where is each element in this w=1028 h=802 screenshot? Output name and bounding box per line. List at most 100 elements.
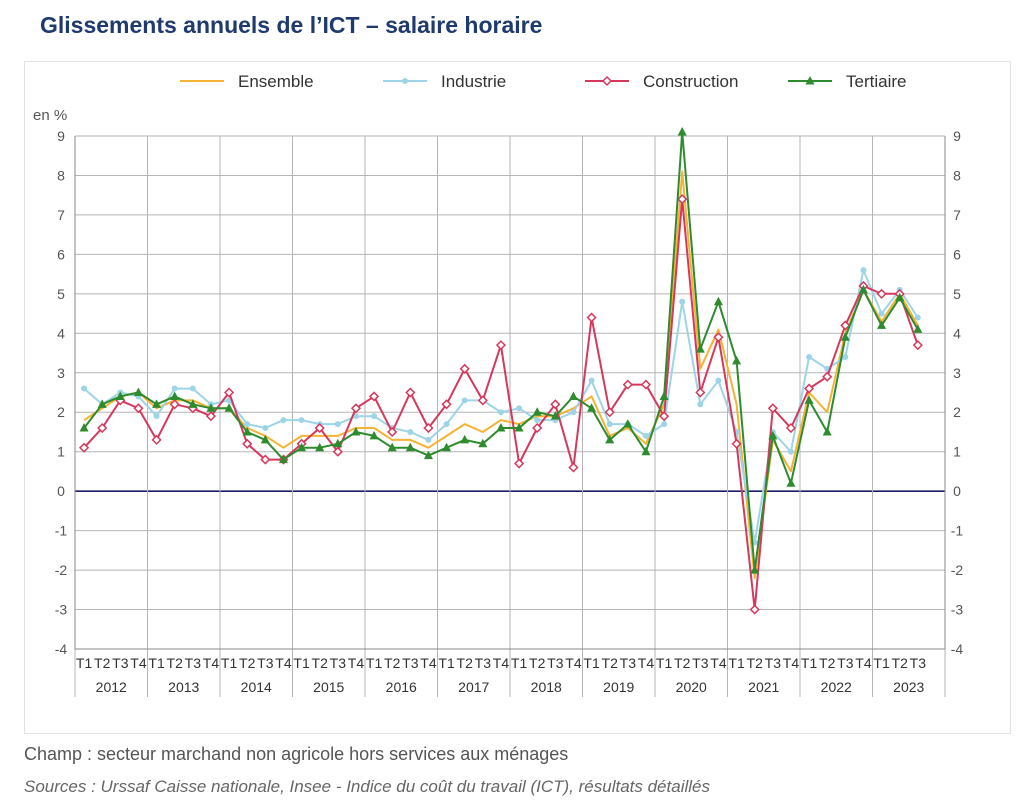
year-label: 2017 — [458, 679, 489, 695]
data-point-industrie — [497, 409, 504, 416]
y-tick-label-right: -3 — [951, 602, 964, 618]
y-tick-label-right: -1 — [951, 523, 964, 539]
y-tick-label-right: 8 — [953, 167, 961, 183]
data-point-construction — [550, 399, 561, 410]
legend-label-industrie: Industrie — [441, 72, 506, 91]
data-point-construction — [405, 387, 416, 398]
data-point-industrie — [697, 401, 704, 408]
x-tick-label: T1 — [221, 655, 238, 671]
y-tick-label-left: -2 — [55, 562, 68, 578]
data-point-industrie — [878, 310, 885, 317]
data-point-tertiaire — [351, 426, 361, 436]
data-point-industrie — [443, 421, 450, 428]
data-point-tertiaire — [405, 442, 415, 452]
data-point-construction — [568, 462, 579, 473]
y-tick-label-left: 5 — [57, 286, 65, 302]
data-point-tertiaire — [750, 565, 760, 574]
data-point-construction — [369, 391, 380, 402]
data-point-construction — [459, 363, 470, 374]
data-point-tertiaire — [188, 399, 198, 408]
data-point-tertiaire — [877, 320, 887, 329]
x-tick-label: T2 — [94, 655, 111, 671]
x-tick-label: T3 — [185, 655, 202, 671]
legend-marker — [601, 75, 613, 87]
x-tick-label: T4 — [130, 655, 147, 671]
x-tick-label: T4 — [565, 655, 582, 671]
x-tick-label: T2 — [892, 655, 909, 671]
year-label: 2014 — [241, 679, 272, 695]
data-point-tertiaire — [677, 127, 687, 136]
data-point-industrie — [371, 413, 378, 420]
data-point-tertiaire — [387, 442, 397, 452]
data-point-tertiaire — [97, 399, 107, 408]
data-point-tertiaire — [206, 403, 216, 412]
year-label: 2019 — [603, 679, 634, 695]
x-tick-label: T3 — [475, 655, 492, 671]
data-point-industrie — [606, 421, 613, 428]
x-tick-label: T3 — [765, 655, 782, 671]
data-point-construction — [604, 407, 615, 418]
data-point-industrie — [642, 432, 649, 439]
page-title: Glissements annuels de l’ICT – salaire h… — [40, 12, 543, 38]
legend-label-ensemble: Ensemble — [238, 72, 314, 91]
x-tick-label: T3 — [910, 655, 927, 671]
year-label: 2015 — [313, 679, 344, 695]
data-point-industrie — [787, 448, 794, 455]
data-point-construction — [441, 399, 452, 410]
line-chart: -4 -4 -3 -3 -2 -2 -1 -1 0 0 1 1 2 2 3 3 4 4 5 5 6 6 7 7 8 8 9 9 en %… — [33, 72, 964, 697]
y-tick-label-left: 3 — [57, 365, 65, 381]
data-point-tertiaire — [514, 423, 524, 432]
x-tick-label: T1 — [873, 655, 890, 671]
data-point-construction — [804, 383, 815, 394]
data-point-construction — [876, 288, 887, 299]
data-point-industrie — [860, 267, 867, 274]
y-tick-label-left: 9 — [57, 128, 65, 144]
data-point-construction — [332, 446, 343, 457]
data-point-industrie — [679, 298, 686, 305]
data-point-tertiaire — [278, 454, 288, 464]
data-point-industrie — [352, 413, 359, 420]
data-point-construction — [260, 454, 271, 465]
source-note: Sources : Urssaf Caisse nationale, Insee… — [24, 777, 710, 796]
data-point-construction — [622, 379, 633, 390]
data-point-construction — [495, 340, 506, 351]
data-point-construction — [151, 434, 162, 445]
data-point-tertiaire — [568, 391, 578, 400]
data-point-tertiaire — [895, 292, 905, 302]
data-point-industrie — [516, 405, 523, 412]
data-point-tertiaire — [369, 430, 379, 440]
x-tick-label: T2 — [529, 655, 546, 671]
data-point-tertiaire — [442, 442, 452, 452]
data-point-construction — [640, 379, 651, 390]
legend-label-construction: Construction — [643, 72, 738, 91]
data-point-construction — [79, 442, 90, 453]
data-point-industrie — [914, 314, 921, 321]
data-point-tertiaire — [695, 344, 705, 353]
x-tick-label: T1 — [148, 655, 165, 671]
y-tick-label-left: 1 — [57, 444, 65, 460]
x-tick-label: T1 — [511, 655, 528, 671]
data-point-construction — [731, 438, 742, 449]
data-point-industrie — [334, 421, 341, 428]
data-point-industrie — [298, 417, 305, 424]
data-point-industrie — [588, 377, 595, 384]
y-tick-label-right: 9 — [953, 128, 961, 144]
data-point-construction — [749, 604, 760, 615]
year-label: 2013 — [168, 679, 199, 695]
data-point-tertiaire — [587, 403, 597, 412]
data-point-construction — [205, 411, 216, 422]
data-point-construction — [350, 403, 361, 414]
x-tick-label: T4 — [638, 655, 655, 671]
data-point-industrie — [262, 425, 269, 432]
data-point-tertiaire — [242, 426, 252, 436]
x-tick-label: T4 — [493, 655, 510, 671]
data-point-industrie — [661, 421, 668, 428]
data-point-tertiaire — [822, 426, 832, 436]
data-point-tertiaire — [224, 403, 234, 412]
y-tick-label-left: 0 — [57, 483, 65, 499]
data-point-construction — [97, 422, 108, 434]
x-tick-label: T3 — [547, 655, 564, 671]
data-point-tertiaire — [623, 419, 633, 428]
year-label: 2018 — [531, 679, 562, 695]
x-tick-label: T1 — [583, 655, 600, 671]
